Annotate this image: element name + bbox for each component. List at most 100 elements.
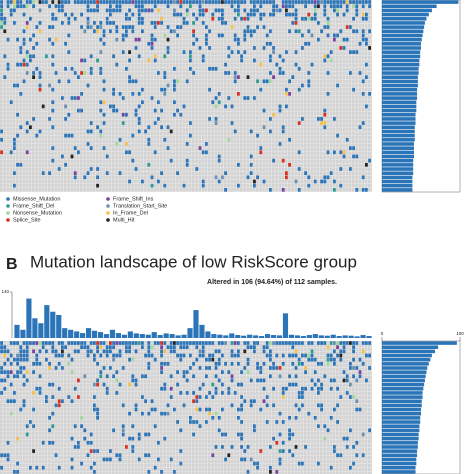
mutation-cell (173, 112, 176, 117)
mutation-cell (128, 75, 131, 80)
mutation-cell (269, 465, 272, 470)
mutation-cell (249, 378, 253, 383)
mutation-cell (294, 0, 298, 4)
mutation-cell (96, 382, 99, 387)
mutation-cell (93, 21, 96, 25)
mutation-cell (25, 0, 29, 4)
mutation-cell (355, 341, 359, 345)
mutation-cell (301, 16, 304, 21)
mutation-cell (358, 370, 362, 374)
mutation-cell (237, 4, 240, 9)
mutation-cell (342, 12, 346, 17)
mutation-cell (198, 353, 202, 358)
mutation-cell (185, 79, 189, 84)
mutation-cell (153, 4, 157, 9)
mutation-cell (237, 349, 240, 354)
mutation-cell (153, 424, 157, 428)
mutation-cell (214, 175, 218, 180)
mutation-cell (323, 175, 327, 180)
mutation-cell (281, 361, 285, 366)
mutation-cell (352, 345, 355, 350)
mutation-cell (16, 37, 19, 42)
mutation-cell (342, 150, 346, 155)
mutation-cell (77, 150, 80, 155)
mutation-cell (301, 83, 304, 88)
mutation-cell (275, 341, 279, 345)
mutation-cell (278, 108, 282, 113)
mutation-cell (89, 25, 93, 29)
mutation-cell (217, 428, 221, 433)
mutation-cell (249, 171, 253, 176)
row-bar (382, 391, 423, 395)
mutation-cell (38, 87, 42, 92)
mutation-cell (77, 349, 80, 354)
mutation-cell (237, 382, 240, 387)
mutation-cell (227, 71, 231, 75)
mutation-cell (9, 100, 13, 105)
mutation-cell (198, 46, 202, 50)
mutation-cell (326, 54, 330, 59)
row-bar (382, 382, 425, 387)
mutation-cell (0, 391, 3, 395)
mutation-cell (121, 428, 125, 433)
mutation-cell (80, 92, 83, 96)
mutation-cell (93, 341, 96, 345)
mutation-cell (278, 432, 282, 437)
mutation-cell (192, 341, 195, 345)
mutation-cell (310, 357, 314, 362)
mutation-cell (6, 370, 10, 374)
mutation-cell (19, 366, 23, 370)
mutation-cell (269, 12, 272, 17)
sample-bar (294, 335, 300, 338)
mutation-cell (121, 112, 125, 117)
mutation-cell (240, 382, 243, 387)
mutation-cell (221, 33, 224, 38)
mutation-cell (182, 374, 186, 379)
mutation-cell (192, 0, 195, 4)
mutation-cell (147, 137, 151, 142)
mutation-cell (147, 353, 151, 358)
mutation-cell (243, 349, 247, 354)
row-bar (382, 133, 415, 138)
mutation-cell (57, 386, 61, 391)
row-bar (382, 370, 427, 374)
mutation-cell (51, 25, 55, 29)
mutation-cell (246, 345, 250, 350)
mutation-cell (73, 349, 77, 354)
mutation-cell (262, 349, 266, 354)
mutation-cell (38, 21, 42, 25)
mutation-cell (307, 357, 311, 362)
mutation-cell (185, 0, 189, 4)
mutation-cell (269, 29, 272, 34)
row-bar (382, 121, 416, 125)
mutation-cell (333, 349, 336, 354)
mutation-cell (96, 183, 99, 188)
mutation-cell (153, 357, 157, 362)
mutation-cell (233, 129, 237, 134)
mutation-cell (349, 382, 352, 387)
panel-label: B (6, 256, 18, 273)
mutation-cell (301, 46, 304, 50)
mutation-cell (51, 158, 55, 163)
mutation-cell (310, 353, 314, 358)
mutation-cell (25, 150, 29, 155)
sample-bar (62, 328, 68, 338)
mutation-cell (240, 403, 243, 408)
sample-bar (169, 334, 175, 338)
mutation-cell (291, 4, 295, 9)
mutation-cell (19, 92, 23, 96)
mutation-cell (185, 8, 189, 13)
mutation-cell (45, 341, 48, 345)
mutation-cell (99, 0, 103, 4)
mutation-cell (189, 66, 192, 71)
mutation-cell (179, 4, 183, 9)
mutation-cell (179, 449, 183, 453)
mutation-cell (64, 0, 67, 4)
mutation-cell (137, 129, 141, 134)
mutation-cell (86, 453, 90, 458)
mutation-cell (339, 150, 343, 155)
mutation-cell (345, 374, 349, 379)
mutation-cell (275, 4, 279, 9)
mutation-cell (339, 183, 343, 188)
mutation-cell (19, 370, 23, 374)
